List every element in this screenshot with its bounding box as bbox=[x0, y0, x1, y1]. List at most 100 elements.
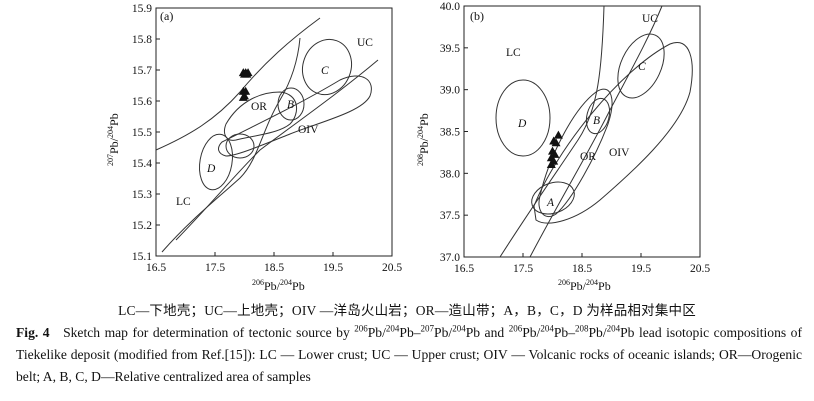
panel-b-region-or: OR bbox=[580, 151, 596, 163]
pb-b4: Pb bbox=[620, 325, 635, 340]
panel-a-y-tick-label: 15.5 bbox=[132, 127, 152, 139]
panel-b-xlabel: 206Pb/204Pb bbox=[558, 278, 611, 290]
panel-b-frame bbox=[463, 5, 701, 258]
panel-b-x-tick-label: 17.5 bbox=[513, 263, 533, 275]
sup-208-b: 208 bbox=[574, 323, 589, 334]
sup-204-a2: 204 bbox=[452, 323, 466, 334]
panel-b-or-field bbox=[538, 88, 613, 218]
panel-a-y-tick-label: 15.1 bbox=[132, 251, 152, 263]
panel-a-lower-boundary-curve bbox=[175, 59, 379, 241]
pb-b3: Pb/ bbox=[588, 325, 607, 340]
panel-a-region-or: OR bbox=[251, 101, 267, 113]
panel-b-y-tick-label: 38.5 bbox=[440, 127, 460, 139]
sup-206-a: 206 bbox=[354, 323, 368, 334]
panel-a-x-tick-label: 20.5 bbox=[382, 262, 402, 274]
panel-b-left-boundary-curve bbox=[499, 5, 605, 258]
panel-b-y-tick-label: 37.5 bbox=[440, 210, 460, 222]
panel-b-y-tick-label: 38.0 bbox=[440, 168, 460, 180]
caption-chinese: LC—下地壳；UC—上地壳；OIV —洋岛火山岩；OR—造山带；A，B，C，D … bbox=[118, 303, 696, 318]
panel-a-y-tick-label: 15.4 bbox=[132, 158, 152, 170]
sup-204-b: 204 bbox=[540, 323, 554, 334]
figure-label: Fig. 4 bbox=[16, 325, 50, 340]
panel-a-region-d: D bbox=[206, 163, 216, 175]
pb-a4: Pb bbox=[465, 325, 481, 340]
sup-204-b2: 204 bbox=[606, 323, 621, 334]
panel-a-y-tick-label: 15.2 bbox=[132, 220, 152, 232]
panel-b-x-ticks: 16.5 17.5 18.5 19.5 20.5 bbox=[454, 253, 710, 275]
panel-a-data-point bbox=[242, 69, 252, 78]
panel-a-y-tick-label: 15.7 bbox=[132, 65, 152, 77]
panel-b-region-uc: UC bbox=[642, 13, 658, 25]
panel-a-data-point bbox=[241, 86, 251, 95]
panel-b-y-tick-label: 39.0 bbox=[440, 85, 460, 97]
caption-text-1: Sketch map for determination of tectonic… bbox=[63, 325, 355, 340]
panel-b-field-b bbox=[585, 97, 611, 135]
panel-b-data-points bbox=[546, 130, 563, 168]
panel-a-x-tick-label: 17.5 bbox=[205, 262, 225, 274]
panel-a-region-lc: LC bbox=[176, 196, 191, 208]
dash-b: – bbox=[568, 325, 575, 340]
panel-b-region-lc: LC bbox=[506, 47, 521, 59]
panel-b-right-boundary-curve bbox=[529, 5, 663, 258]
panel-b-data-point bbox=[551, 138, 561, 147]
panel-b-field-c bbox=[617, 33, 665, 99]
panel-b-x-tick-label: 19.5 bbox=[631, 263, 651, 275]
panel-a-x-tick-label: 18.5 bbox=[264, 262, 284, 274]
panel-b-x-tick-label: 20.5 bbox=[690, 263, 710, 275]
panel-b-y-tick-label: 40.0 bbox=[440, 1, 460, 13]
panel-b-x-tick-label: 18.5 bbox=[572, 263, 592, 275]
caption-and: and bbox=[480, 325, 509, 340]
panel-a-x-tick-label: 16.5 bbox=[146, 262, 166, 274]
panel-b-field-a bbox=[531, 181, 575, 215]
panel-a-oiv-field bbox=[218, 75, 372, 157]
pb-a2: Pb bbox=[399, 325, 414, 340]
panel-a-x-ticks: 16.5 17.5 18.5 19.5 20.5 bbox=[146, 252, 402, 274]
panel-a-x-tick-label: 19.5 bbox=[323, 262, 343, 274]
figure: (a) 15.9 15.8 15.7 15.6 15.5 15.4 15.3 15.2 15.1… bbox=[106, 1, 710, 290]
panel-b-region-oiv: OIV bbox=[609, 147, 630, 159]
panel-a-data-point bbox=[238, 92, 248, 101]
panel-b-y-ticks: 40.0 39.5 39.0 38.5 38.0 37.5 37.0 bbox=[440, 1, 468, 264]
sup-206-b: 206 bbox=[508, 323, 523, 334]
panel-b-ylabel: 208Pb/204Pb bbox=[416, 113, 431, 166]
panel-a-region-b: B bbox=[287, 99, 294, 111]
panel-b-x-tick-label: 16.5 bbox=[454, 263, 474, 275]
panel-b: (b) 40.0 39.5 39.0 38.5 38.0 37.5 37.0 16.5 17.… bbox=[416, 1, 710, 290]
panel-b-region-c: C bbox=[638, 61, 646, 73]
panel-a-y-tick-label: 15.9 bbox=[132, 3, 152, 15]
panel-a-data-points bbox=[238, 68, 253, 101]
panel-b-region-a: A bbox=[546, 197, 555, 209]
panel-a-field-d bbox=[199, 133, 233, 191]
panel-a: (a) 15.9 15.8 15.7 15.6 15.5 15.4 15.3 15.2 15.1… bbox=[106, 3, 402, 290]
panel-b-data-point bbox=[546, 159, 556, 168]
panel-b-field-d bbox=[495, 79, 551, 157]
panel-a-xlabel: 206Pb/204Pb bbox=[252, 278, 305, 290]
sup-204-a: 204 bbox=[385, 323, 400, 334]
panel-b-y-tick-label: 37.0 bbox=[440, 252, 460, 264]
panel-a-ylabel: 207Pb/204Pb bbox=[106, 113, 121, 166]
panel-a-or-field bbox=[223, 91, 298, 141]
panel-a-y-ticks: 15.9 15.8 15.7 15.6 15.5 15.4 15.3 15.2 15.1 bbox=[132, 3, 160, 263]
panel-a-field-a bbox=[225, 133, 255, 159]
caption-text-2: lead isotopic compositions of Tiekelike … bbox=[16, 325, 802, 384]
pb-b1: Pb/ bbox=[522, 325, 541, 340]
panel-a-lc-boundary-curve bbox=[161, 37, 301, 253]
panel-a-upper-boundary-curve bbox=[155, 17, 321, 151]
panel-b-region-d: D bbox=[517, 118, 527, 130]
caption-english: Fig. 4 Sketch map for determination of t… bbox=[16, 322, 802, 388]
panel-b-region-b: B bbox=[593, 115, 600, 127]
panel-a-region-oiv: OIV bbox=[298, 124, 319, 136]
panel-a-label: (a) bbox=[160, 9, 173, 23]
dash-a: – bbox=[413, 325, 421, 340]
sup-207-a: 207 bbox=[420, 323, 435, 334]
panel-b-label: (b) bbox=[470, 9, 484, 23]
panel-a-field-c bbox=[301, 38, 353, 96]
panel-b-oiv-field bbox=[533, 41, 693, 224]
panel-a-region-uc: UC bbox=[357, 37, 373, 49]
panel-a-y-tick-label: 15.6 bbox=[132, 96, 152, 108]
panel-b-data-point bbox=[553, 130, 563, 139]
pb-b2: Pb bbox=[553, 325, 569, 340]
panel-a-region-c: C bbox=[321, 65, 329, 77]
panel-b-y-tick-label: 39.5 bbox=[440, 43, 460, 55]
pb-a1: Pb/ bbox=[367, 325, 386, 340]
